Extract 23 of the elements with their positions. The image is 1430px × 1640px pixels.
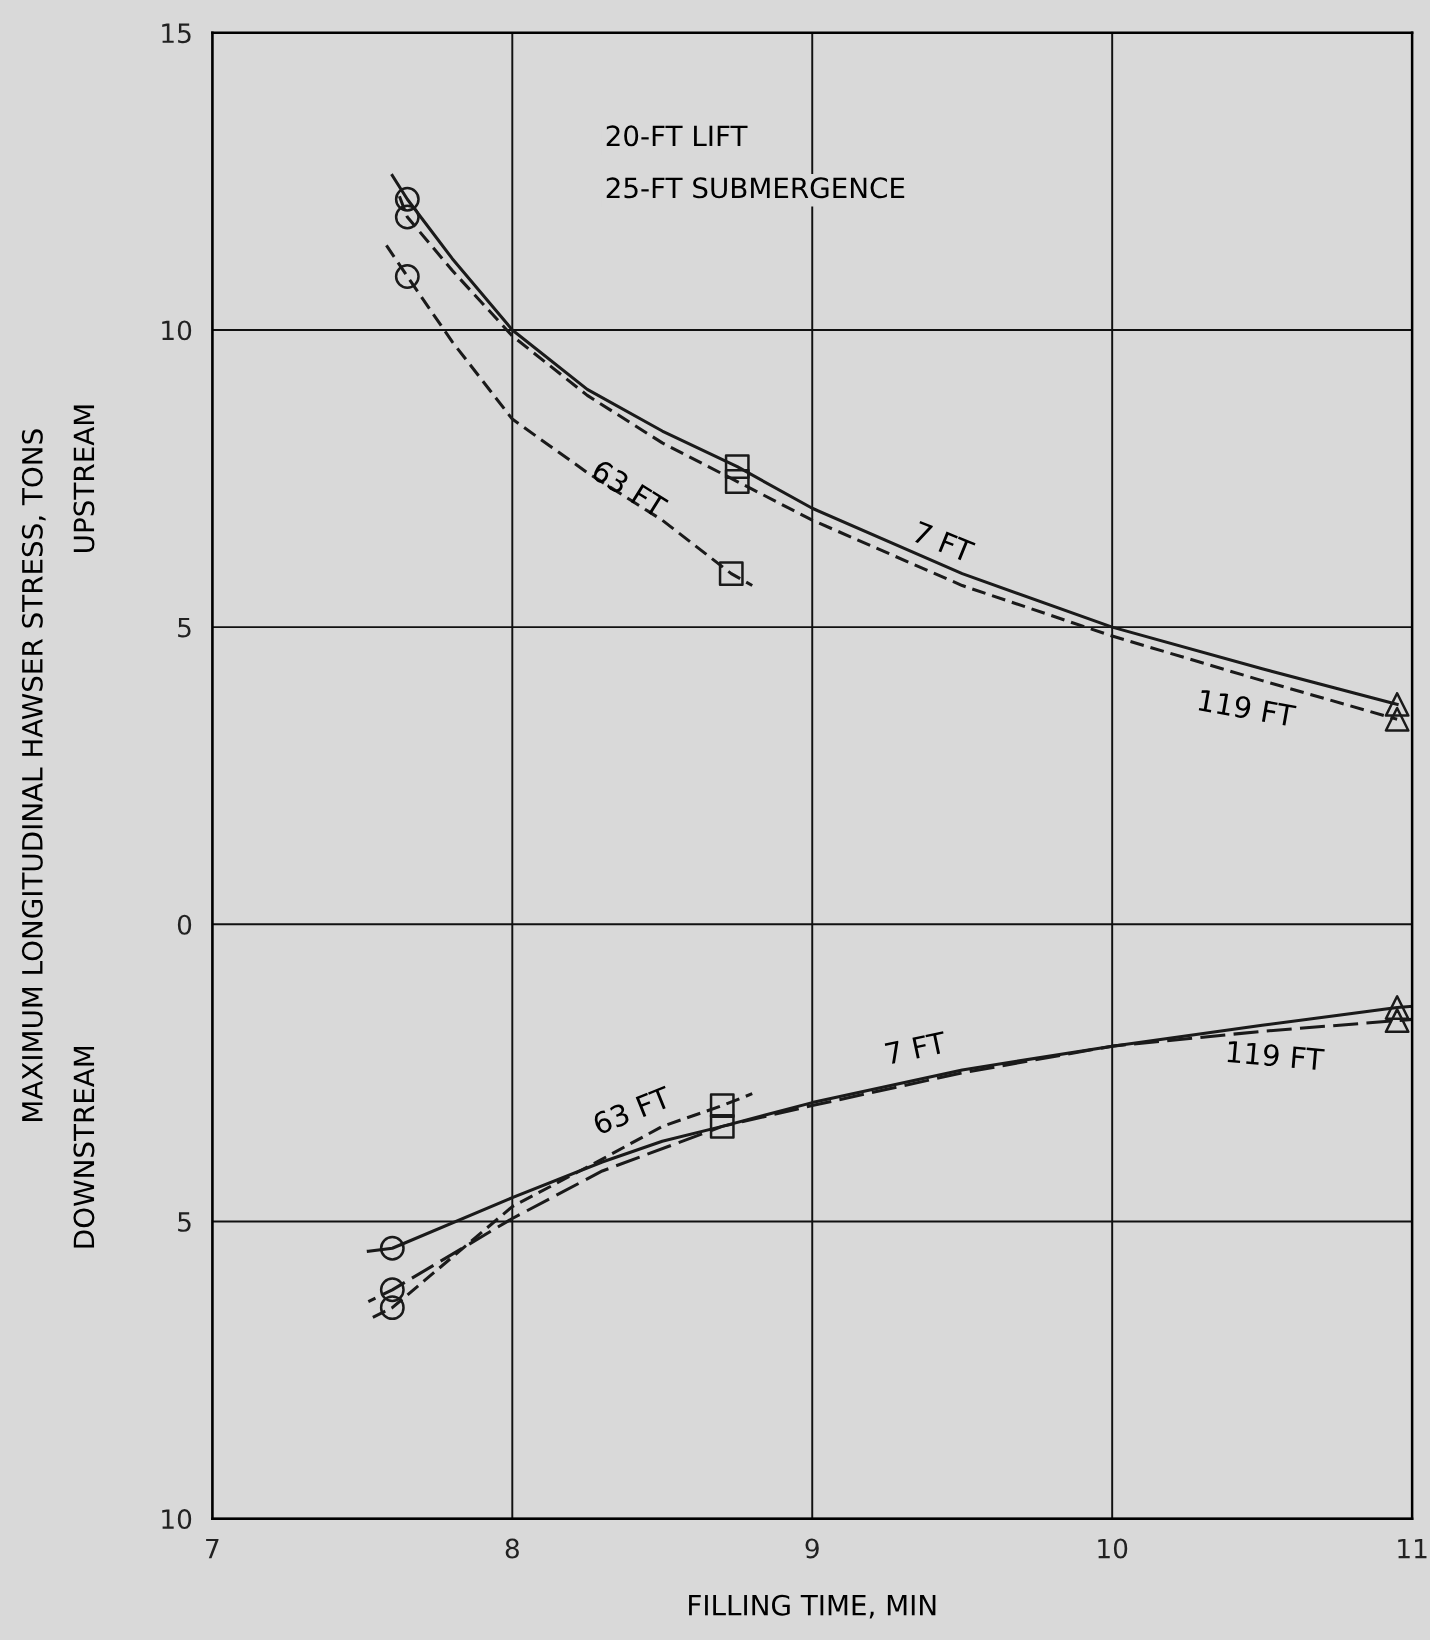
annotation: 25-FT SUBMERGENCE bbox=[606, 177, 905, 199]
annotation: 7 FT bbox=[884, 1031, 948, 1065]
annotation: 7 FT bbox=[912, 520, 976, 564]
x-tick-label: 9 bbox=[805, 1538, 819, 1559]
y-tick-label: 5 bbox=[178, 1212, 191, 1232]
y-tick-label: 10 bbox=[162, 320, 192, 341]
y-tick-label: 5 bbox=[178, 617, 191, 638]
annotation: 63 FT bbox=[590, 458, 669, 519]
annotation: 119 FT bbox=[1198, 688, 1297, 728]
y-tick-label: 0 bbox=[177, 914, 192, 935]
text: DOWNSTREAM bbox=[73, 1046, 95, 1248]
text: UPSTREAM bbox=[73, 405, 95, 552]
y-tick-label: 15 bbox=[162, 23, 191, 44]
annotation: 63 FT bbox=[591, 1085, 673, 1136]
x-tick-label: 11 bbox=[1398, 1538, 1427, 1559]
annotation: 119 FT bbox=[1227, 1040, 1325, 1071]
x-tick-label: 10 bbox=[1098, 1538, 1128, 1559]
y-axis-title: MAXIMUM LONGITUDINAL HAWSER STRESS, TONS bbox=[21, 429, 46, 1121]
x-tick-label: 8 bbox=[505, 1538, 519, 1559]
annotation: 20-FT LIFT bbox=[606, 125, 748, 147]
x-tick-label: 7 bbox=[206, 1538, 219, 1559]
x-axis-title: FILLING TIME, MIN bbox=[689, 1594, 936, 1619]
y-tick-label: 10 bbox=[162, 1509, 192, 1530]
